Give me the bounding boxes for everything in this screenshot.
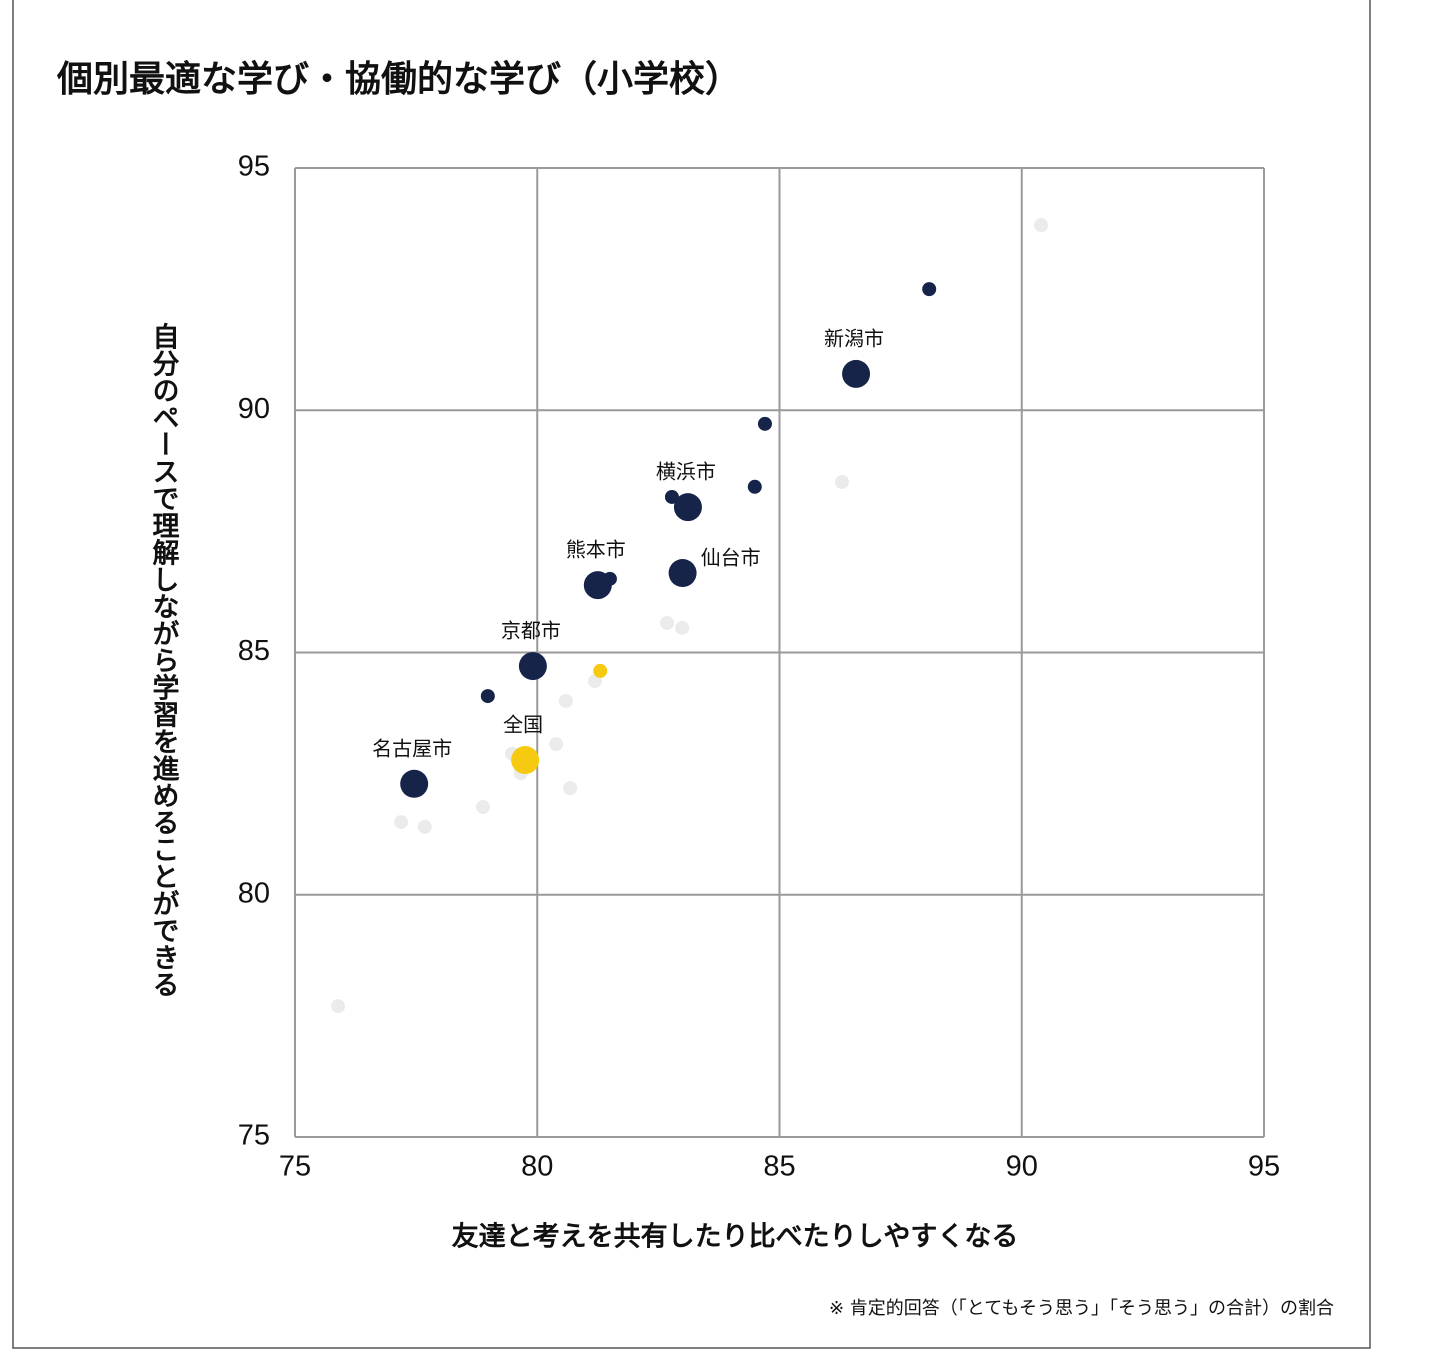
- point: [417, 819, 432, 834]
- point: [747, 479, 762, 494]
- point-label: 横浜市: [656, 460, 716, 484]
- point-label: 熊本市: [566, 538, 626, 562]
- point: [558, 693, 573, 708]
- point: [660, 615, 675, 630]
- point: [1034, 218, 1049, 233]
- chart-title: 個別最適な学び・協働的な学び（小学校）: [56, 58, 741, 100]
- point: [675, 620, 690, 635]
- point: [400, 769, 429, 798]
- point-label: 全国: [503, 713, 543, 737]
- x-tick-label: 90: [1006, 1151, 1038, 1183]
- footnote: ※ 肯定的回答（「とてもそう思う」「そう思う」の合計）の割合: [829, 1298, 1334, 1319]
- y-axis-label: 自分のペースで理解しながら学習を進めることができる: [148, 321, 180, 997]
- point: [673, 493, 702, 522]
- point-label: 仙台市: [701, 546, 761, 570]
- point: [518, 652, 547, 681]
- frame-border: [12, 0, 1371, 1349]
- point: [583, 571, 612, 600]
- x-tick-label: 95: [1248, 1151, 1280, 1183]
- point: [593, 663, 608, 678]
- x-tick-label: 85: [763, 1151, 795, 1183]
- x-tick-label: 80: [521, 1151, 553, 1183]
- y-tick-label: 85: [238, 635, 270, 667]
- point: [757, 416, 772, 431]
- y-tick-label: 95: [238, 151, 270, 183]
- x-axis-label: 友達と考えを共有したり比べたりしやすくなる: [452, 1222, 1019, 1253]
- point: [668, 559, 697, 588]
- point: [480, 689, 495, 704]
- y-tick-label: 75: [238, 1120, 270, 1152]
- point: [563, 781, 578, 796]
- y-tick-label: 90: [238, 393, 270, 425]
- point: [549, 737, 564, 752]
- point: [394, 815, 409, 830]
- point-label: 名古屋市: [372, 736, 452, 760]
- point: [511, 746, 540, 775]
- point: [664, 489, 679, 504]
- point: [922, 282, 937, 297]
- x-tick-label: 75: [279, 1151, 311, 1183]
- point: [475, 800, 490, 815]
- y-tick-label: 80: [238, 877, 270, 909]
- point-label: 京都市: [501, 619, 561, 643]
- point-label: 新潟市: [824, 326, 884, 350]
- point: [842, 359, 871, 388]
- point: [835, 474, 850, 489]
- point: [331, 999, 346, 1014]
